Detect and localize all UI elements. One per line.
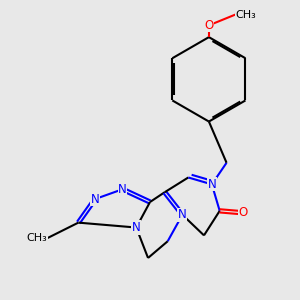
Text: O: O	[238, 206, 248, 219]
Text: CH₃: CH₃	[26, 233, 47, 243]
Text: N: N	[208, 178, 216, 191]
Text: N: N	[91, 193, 99, 206]
Text: CH₃: CH₃	[236, 10, 256, 20]
Text: N: N	[118, 183, 127, 196]
Text: O: O	[204, 19, 214, 32]
Text: N: N	[178, 208, 187, 221]
Text: N: N	[132, 221, 141, 234]
